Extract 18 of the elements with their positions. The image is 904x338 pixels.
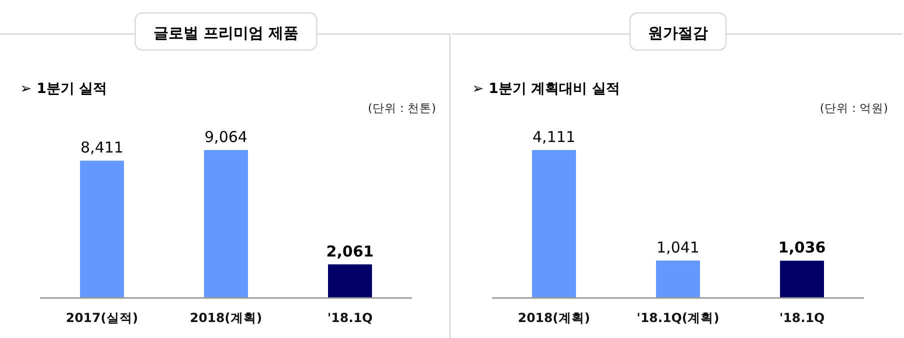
x-tick-label: 2018(계획) [190,310,262,325]
x-tick-label: '18.1Q(계획) [636,310,720,325]
text: (단위 : 천톤) [368,101,436,115]
text: (단위 : 억원) [820,101,888,115]
chart-subtitle: ➢ 1분기 실적 [20,81,108,97]
chart-subtitle: ➢ 1분기 계획대비 실적 [472,81,620,97]
data-label: 1,041 [656,238,700,257]
data-label: 2,061 [326,242,374,260]
x-tick-label: 2017(실적) [66,310,138,325]
data-label: 9,064 [204,128,248,146]
data-label: 4,111 [532,128,576,146]
data-label: 1,036 [778,238,826,257]
x-tick-label: '18.1Q [779,310,825,325]
chart-title: 원가절감 [648,24,708,42]
data-label: 8,411 [80,138,124,157]
x-tick-label: 2018(계획) [518,310,590,325]
x-tick-label: '18.1Q [327,310,373,325]
chart-title: 글로벌 프리미엄 제품 [153,24,299,42]
